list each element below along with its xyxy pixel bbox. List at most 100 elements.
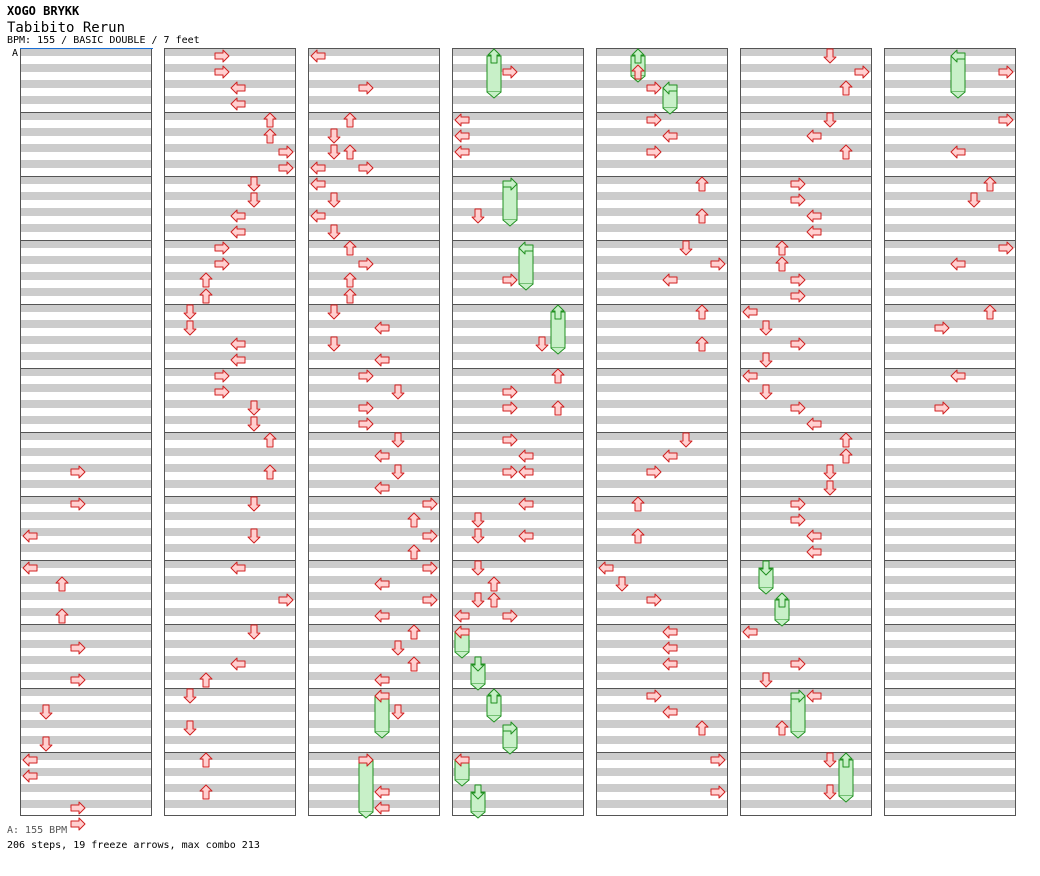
- beat-stripe: [452, 304, 584, 312]
- beat-stripe: [596, 560, 728, 568]
- step-arrow-icon: [646, 81, 662, 95]
- step-arrow-icon-shape: [199, 288, 213, 304]
- step-arrow-icon: [679, 240, 693, 256]
- beat-stripe: [20, 576, 152, 584]
- step-arrow-icon-shape: [374, 321, 390, 335]
- step-arrow-icon: [662, 625, 678, 639]
- beat-stripe: [164, 672, 296, 680]
- step-arrow-icon-shape: [502, 465, 518, 479]
- beat-stripe: [308, 224, 440, 232]
- beat-stripe: [596, 480, 728, 488]
- beat-stripe: [20, 432, 152, 440]
- beat-stripe: [308, 608, 440, 616]
- beat-stripe: [20, 208, 152, 216]
- step-arrow-icon-shape: [22, 529, 38, 543]
- freeze-arrow-icon-shape: [631, 48, 645, 64]
- step-arrow-icon: [263, 432, 277, 448]
- beat-stripe: [20, 96, 152, 104]
- beat-stripe: [452, 336, 584, 344]
- beat-stripe: [596, 720, 728, 728]
- step-arrow-icon: [839, 448, 853, 464]
- step-arrow-icon: [391, 384, 405, 400]
- step-arrow-icon-shape: [70, 801, 86, 815]
- step-arrow-icon-shape: [790, 177, 806, 191]
- step-arrow-icon-shape: [710, 785, 726, 799]
- step-arrow-icon-shape: [183, 304, 197, 320]
- step-arrow-icon-shape: [358, 369, 374, 383]
- beat-stripe: [884, 336, 1016, 344]
- beat-stripe: [596, 112, 728, 120]
- beat-stripe: [164, 368, 296, 376]
- beat-stripe: [740, 368, 872, 376]
- step-arrow-icon: [422, 529, 438, 543]
- beat-stripe: [308, 528, 440, 536]
- freeze-arrow-icon: [502, 721, 518, 735]
- beat-stripe: [596, 528, 728, 536]
- step-arrow-icon: [967, 192, 981, 208]
- beat-stripe: [596, 432, 728, 440]
- beat-stripe: [884, 416, 1016, 424]
- step-arrow-icon-shape: [39, 704, 53, 720]
- step-arrow-icon: [374, 673, 390, 687]
- beat-stripe: [596, 624, 728, 632]
- beat-stripe: [164, 208, 296, 216]
- beat-stripe: [884, 96, 1016, 104]
- beat-stripe: [884, 112, 1016, 120]
- beat-stripe: [452, 128, 584, 136]
- beat-stripe: [452, 752, 584, 760]
- step-arrow-icon: [790, 513, 806, 527]
- step-arrow-icon: [790, 337, 806, 351]
- step-arrow-icon-shape: [39, 736, 53, 752]
- step-arrow-icon-shape: [662, 129, 678, 143]
- step-arrow-icon: [790, 401, 806, 415]
- step-arrow-icon-shape: [646, 113, 662, 127]
- step-arrow-icon: [790, 193, 806, 207]
- step-arrow-icon: [775, 720, 789, 736]
- beat-stripe: [884, 176, 1016, 184]
- beat-stripe: [164, 176, 296, 184]
- beat-stripe: [884, 64, 1016, 72]
- beat-stripe: [740, 592, 872, 600]
- step-arrow-icon: [422, 593, 438, 607]
- step-arrow-icon-shape: [950, 257, 966, 271]
- beat-stripe: [596, 176, 728, 184]
- beat-stripe: [20, 288, 152, 296]
- step-arrow-icon-shape: [646, 593, 662, 607]
- beat-stripe: [164, 256, 296, 264]
- beat-stripe: [452, 384, 584, 392]
- beat-stripe: [884, 448, 1016, 456]
- step-arrow-icon-shape: [631, 496, 645, 512]
- beat-stripe: [164, 512, 296, 520]
- step-arrow-icon-shape: [998, 113, 1014, 127]
- beat-stripe: [740, 160, 872, 168]
- step-arrow-icon: [502, 465, 518, 479]
- beat-stripe: [452, 512, 584, 520]
- beat-stripe: [452, 608, 584, 616]
- freeze-arrow-icon: [487, 688, 501, 704]
- beat-stripe: [740, 336, 872, 344]
- step-arrow-icon: [230, 225, 246, 239]
- step-arrow-icon-shape: [518, 449, 534, 463]
- freeze-body: [790, 695, 806, 733]
- beat-stripe: [20, 336, 152, 344]
- step-arrow-icon: [710, 753, 726, 767]
- beat-stripe: [884, 528, 1016, 536]
- step-arrow-icon: [631, 496, 645, 512]
- beat-stripe: [308, 480, 440, 488]
- step-arrow-icon-shape: [327, 224, 341, 240]
- beat-stripe: [740, 208, 872, 216]
- step-arrow-icon: [823, 480, 837, 496]
- step-arrow-icon-shape: [631, 64, 645, 80]
- step-arrow-icon: [70, 801, 86, 815]
- beat-stripe: [884, 544, 1016, 552]
- step-arrow-icon: [934, 321, 950, 335]
- beat-stripe: [308, 464, 440, 472]
- freeze-arrow-icon: [471, 784, 485, 800]
- step-arrow-icon: [695, 336, 709, 352]
- step-arrow-icon-shape: [615, 576, 629, 592]
- step-arrow-icon: [247, 528, 261, 544]
- step-arrow-icon: [374, 577, 390, 591]
- step-arrow-icon-shape: [790, 273, 806, 287]
- step-arrow-icon-shape: [422, 561, 438, 575]
- beat-stripe: [740, 128, 872, 136]
